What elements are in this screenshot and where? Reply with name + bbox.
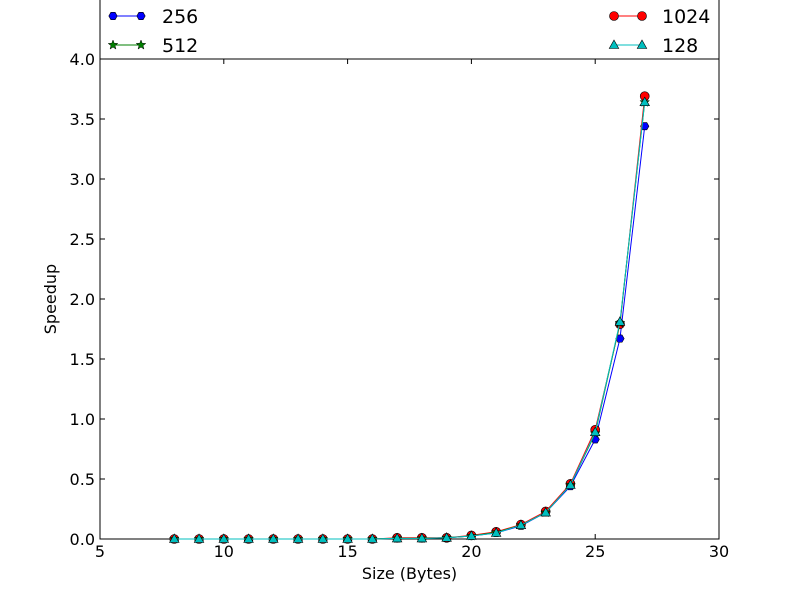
y-tick-label: 4.0 — [70, 50, 95, 69]
legend-label: 256 — [162, 6, 198, 28]
x-axis-label: Size (Bytes) — [362, 564, 457, 583]
legend-label: 512 — [162, 35, 198, 57]
y-tick-label: 1.0 — [70, 410, 95, 429]
legend-label: 128 — [662, 35, 698, 57]
x-tick-label: 25 — [585, 542, 605, 561]
y-tick-label: 2.0 — [70, 290, 95, 309]
legend: 256 1024 512 128 — [100, 0, 719, 59]
legend-label: 1024 — [662, 6, 710, 28]
y-tick-label: 1.5 — [70, 350, 95, 369]
y-tick-label: 0.0 — [70, 530, 95, 549]
x-tick-label: 10 — [214, 542, 234, 561]
legend-marker — [610, 12, 619, 21]
y-axis-label: Speedup — [41, 264, 60, 334]
x-tick-label: 30 — [709, 542, 729, 561]
y-tick-label: 3.0 — [70, 170, 95, 189]
x-tick-label: 20 — [461, 542, 481, 561]
legend-marker — [638, 12, 647, 21]
legend-marker — [137, 12, 145, 19]
x-tick-label: 5 — [95, 542, 105, 561]
legend-marker — [109, 12, 117, 19]
y-tick-label: 3.5 — [70, 110, 95, 129]
y-tick-label: 0.5 — [70, 470, 95, 489]
y-tick-label: 2.5 — [70, 230, 95, 249]
x-tick-label: 15 — [337, 542, 357, 561]
